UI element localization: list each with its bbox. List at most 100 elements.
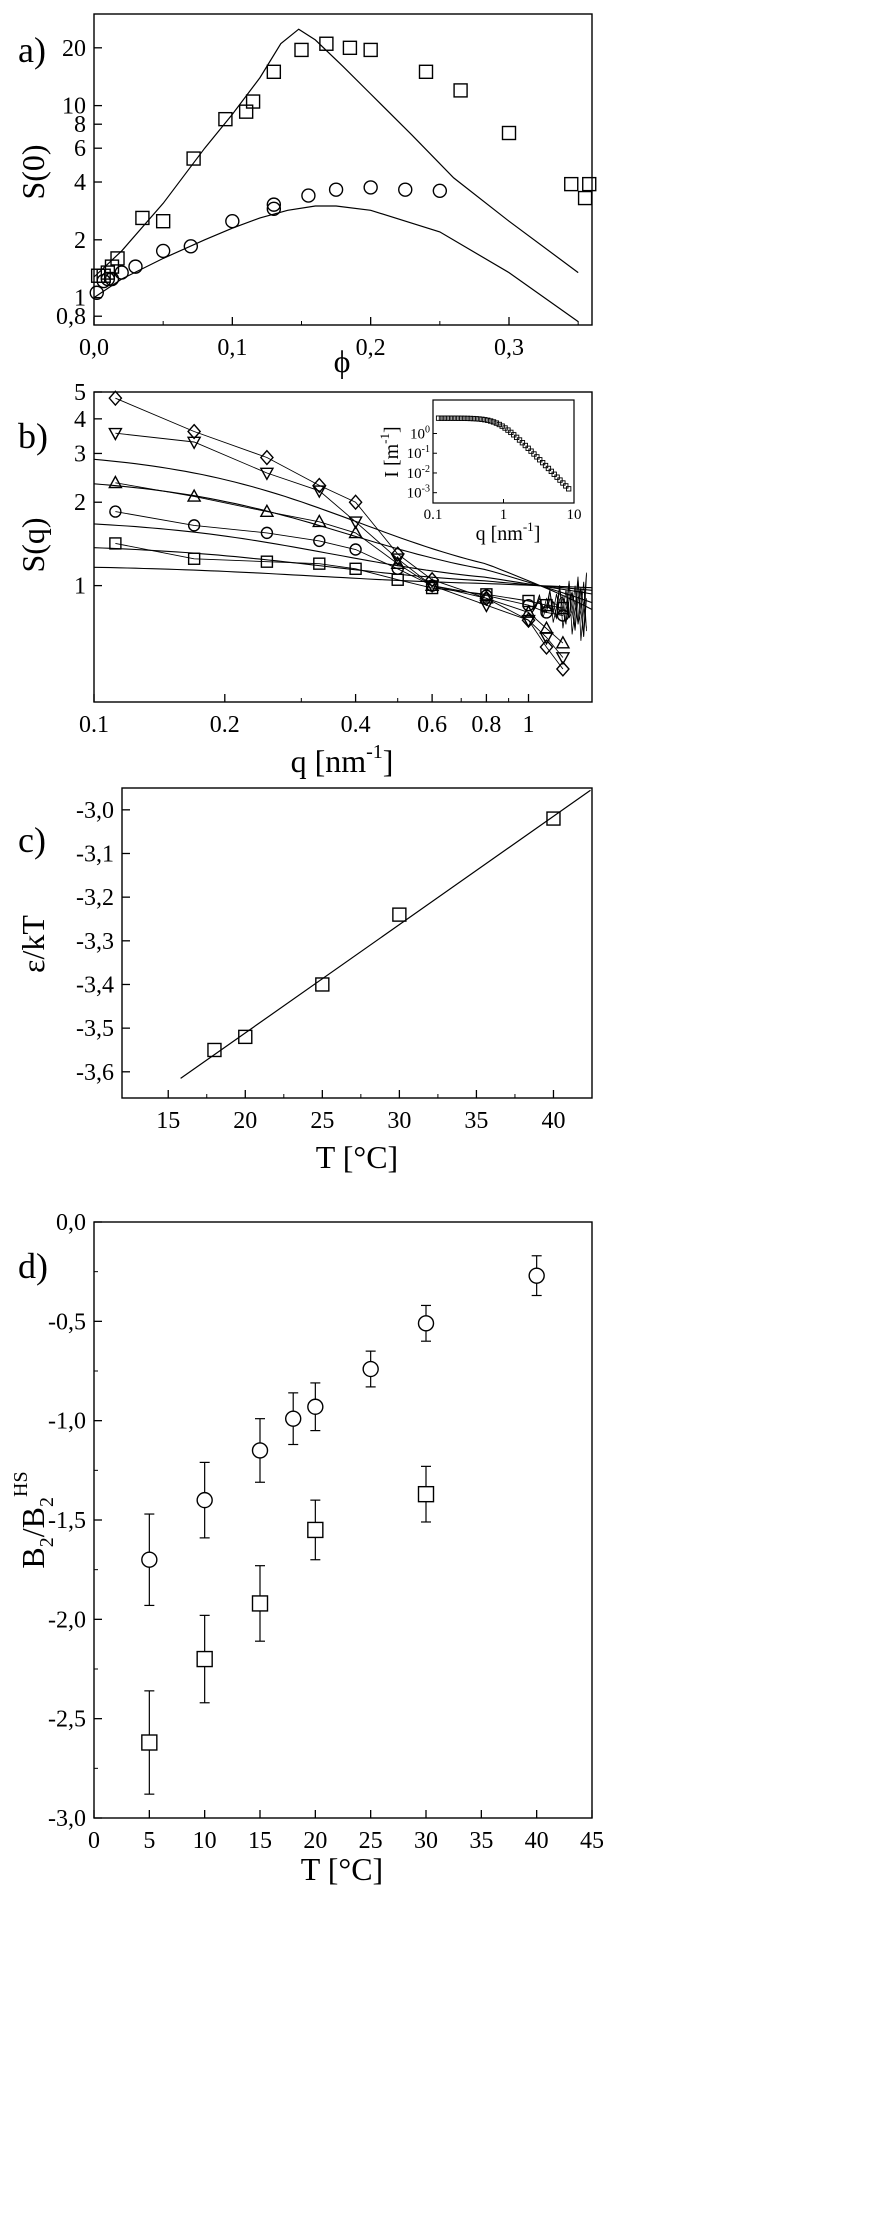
x-axis-label: T [°C] [301, 1851, 383, 1887]
data-point-diamond [259, 449, 274, 466]
data-point-circle [141, 1551, 158, 1568]
noise-line [531, 572, 587, 641]
inset-x-tick-label: 0.1 [424, 507, 443, 523]
inset-point [441, 415, 448, 421]
x-tick-label: 0,2 [356, 335, 386, 361]
x-tick-label: 0.1 [79, 712, 109, 738]
data-point-circle [89, 285, 104, 300]
x-tick-label: 0.8 [471, 712, 501, 738]
x-tick-label: 20 [233, 1108, 257, 1134]
data-point-square [363, 42, 378, 58]
data-point-circle [183, 239, 199, 254]
label-part: /B [15, 1507, 51, 1537]
data-point-square [96, 268, 111, 283]
inset-point [525, 445, 531, 451]
inset-point [516, 437, 523, 443]
x-axis-label: T [°C] [316, 1139, 398, 1175]
data-point-triangle-up [521, 604, 536, 618]
x-tick-label: 40 [541, 1108, 565, 1134]
data-point-circle [349, 543, 362, 556]
y-tick-label: -2,5 [48, 1707, 86, 1733]
panel-label: b) [18, 416, 48, 456]
label-part: 0 [425, 425, 430, 436]
data-point-square [251, 1595, 269, 1612]
label-part: ] [381, 426, 403, 433]
y-axis-label: S(q) [15, 517, 51, 572]
label-part: -1 [422, 444, 430, 455]
inset-point [459, 415, 465, 421]
data-point-square [522, 594, 535, 608]
x-tick-label: 30 [387, 1108, 411, 1134]
y-tick-label: 10 [62, 94, 86, 120]
data-point-diamond [555, 661, 570, 677]
data-point-circle [313, 534, 326, 548]
panel-c: 15 20 25 30 35 40 -3,0 -3,1 -3,2 -3,3 -3,4 -3,5 -3,6… [15, 787, 593, 1175]
data-point-square [110, 251, 125, 266]
label-part: -2 [422, 464, 430, 475]
label-part: 2 [36, 1497, 58, 1507]
label-part: -3 [422, 484, 430, 495]
data-point-triangle-down [186, 436, 202, 450]
x-tick-label: 0,3 [494, 335, 524, 361]
y-tick-label: 2 [74, 228, 86, 254]
fit-curve [93, 523, 593, 595]
panel-b: 0.1 0.2 0.4 0.6 0.8 1 1 2 3 45 q [nm-1] S(q) b) 0.1 1 1… [15, 380, 593, 779]
fit-curve [93, 547, 593, 591]
data-point-square [315, 977, 330, 992]
x-tick-label: 0.2 [210, 712, 240, 738]
plot-frame [93, 1221, 593, 1819]
data-point-square [186, 151, 201, 166]
x-tick-label: 15 [248, 1828, 272, 1854]
inset-point [482, 417, 488, 423]
data-point-triangle-up [555, 635, 571, 649]
inset-point [560, 480, 566, 486]
x-tick-label: 0,0 [79, 335, 109, 361]
data-point-diamond [390, 546, 405, 562]
inset-point [476, 416, 482, 422]
data-point-circle [285, 1410, 302, 1427]
inset-x-label: q [nm-1] [476, 519, 541, 545]
y-tick-label: -3,0 [48, 1806, 86, 1832]
data-point-circle [100, 271, 116, 287]
y-tick-label: -3,4 [76, 972, 114, 998]
data-point-triangle-down [424, 580, 440, 594]
data-point-triangle-up [312, 513, 327, 528]
data-point-circle [328, 182, 344, 197]
inset-point [461, 415, 468, 421]
inset-point [493, 420, 500, 426]
data-point-square [135, 210, 150, 226]
x-axis-label: q [nm-1] [291, 741, 394, 779]
inset-point [522, 442, 528, 449]
data-point-square [418, 64, 434, 79]
inset-x-tick-label: 10 [567, 507, 582, 523]
data-point-square [501, 125, 517, 141]
data-point-square [425, 581, 439, 595]
y-tick-label: -0,5 [48, 1309, 86, 1335]
y-axis-label: ε/kT [15, 915, 51, 973]
data-point-square [349, 562, 362, 575]
data-point-diamond [187, 423, 202, 440]
inset-y-tick-label: 10-1 [407, 444, 430, 462]
data-point-triangle-up [424, 577, 440, 591]
panel-label: c) [18, 820, 46, 860]
data-point-square [294, 42, 309, 58]
data-point-diamond [312, 477, 327, 494]
inset-point [545, 465, 552, 472]
inset-y-tick-label: 10-2 [407, 464, 430, 482]
y-axis-label: B2/B2HS [10, 1471, 58, 1568]
x-tick-label: 0 [88, 1828, 100, 1854]
x-tick-label: 15 [156, 1108, 180, 1134]
inset-point [528, 448, 534, 454]
x-tick-label: 45 [580, 1828, 604, 1854]
data-point-square [196, 1650, 213, 1668]
data-point-diamond [348, 494, 363, 511]
data-point-triangle-up [186, 488, 202, 502]
data-point-circle [260, 526, 274, 540]
x-tick-label: 1 [523, 712, 535, 738]
inset-point [450, 415, 456, 421]
y-tick-label: -1,5 [48, 1508, 86, 1534]
data-point-square [577, 190, 593, 206]
fit-curve [93, 566, 593, 589]
